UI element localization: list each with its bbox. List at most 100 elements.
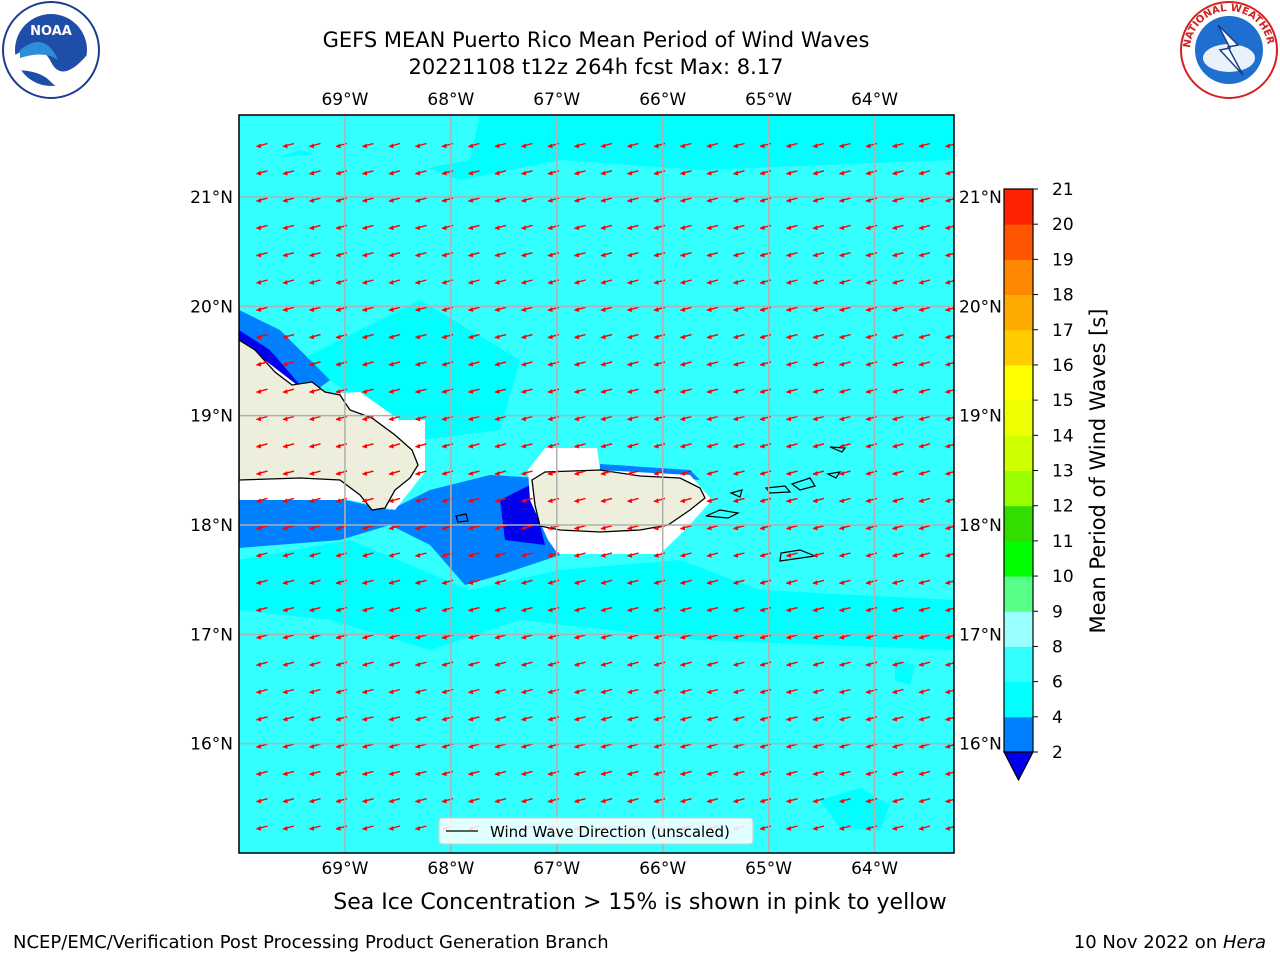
wind-arrow	[945, 361, 954, 367]
wind-arrow	[892, 170, 904, 176]
wind-arrow	[892, 279, 904, 285]
wind-arrow	[918, 252, 931, 258]
wind-arrow	[415, 306, 427, 312]
wind-arrow	[918, 388, 931, 394]
wind-arrow	[600, 716, 613, 722]
wind-arrow	[786, 252, 798, 258]
contour-band-4-6	[239, 540, 954, 650]
wind-arrow	[415, 170, 427, 176]
wind-arrow	[388, 798, 401, 804]
wind-arrow	[706, 388, 719, 394]
wind-arrow	[918, 688, 931, 695]
wind-arrow	[706, 333, 719, 340]
wind-arrow	[282, 197, 295, 203]
wind-arrow	[839, 743, 851, 749]
hispaniola-land	[239, 339, 419, 511]
wind-arrow	[786, 415, 798, 422]
wind-arrow	[282, 497, 295, 504]
wind-arrow	[494, 743, 507, 749]
wind-arrow	[309, 470, 321, 476]
colorbar-tick-label: 6	[1052, 673, 1063, 693]
lat-tick-label: 17°N	[959, 625, 1002, 645]
contour-band-4-6	[895, 660, 915, 685]
wind-arrow	[256, 525, 268, 531]
wind-arrow	[918, 170, 931, 176]
wind-arrow	[918, 634, 931, 640]
colorbar-tick-label: 15	[1052, 391, 1074, 411]
wind-arrow	[839, 688, 851, 695]
wind-arrow	[282, 142, 295, 149]
wind-arrow	[362, 661, 374, 667]
wind-arrow	[839, 634, 851, 640]
wind-arrow	[892, 606, 904, 613]
wind-arrow	[839, 333, 851, 340]
wind-arrow	[786, 716, 798, 722]
wind-arrow	[388, 552, 401, 558]
wind-arrow	[627, 798, 639, 804]
lon-tick-label: 65°W	[745, 90, 792, 110]
wind-arrow	[574, 142, 586, 149]
wind-arrow	[521, 743, 533, 749]
wind-arrow	[468, 716, 480, 722]
colorbar-tick-label: 19	[1052, 250, 1074, 270]
wind-arrow	[256, 197, 268, 203]
colorbar-segment	[1004, 435, 1033, 471]
wind-arrow	[706, 716, 719, 722]
wind-arrow	[733, 252, 745, 258]
wind-arrow	[521, 606, 533, 613]
wind-arrow	[388, 142, 401, 149]
wind-arrow	[282, 470, 295, 476]
wind-arrow	[892, 798, 904, 804]
wind-arrow	[680, 333, 692, 340]
wind-arrow	[309, 252, 321, 258]
wind-arrow	[812, 798, 825, 804]
virgin-island	[826, 471, 842, 479]
wind-arrow	[680, 224, 692, 231]
wind-arrow	[282, 579, 295, 585]
wind-arrow	[600, 361, 613, 367]
wind-arrow	[256, 443, 268, 449]
wind-arrow	[839, 716, 851, 722]
wind-arrow	[468, 525, 480, 531]
wind-arrow	[627, 579, 639, 585]
lat-tick-label: 21°N	[190, 188, 233, 208]
wind-arrow	[918, 716, 931, 722]
wind-arrow	[494, 770, 507, 777]
wind-arrow	[600, 743, 613, 749]
wind-arrow	[282, 606, 295, 613]
wind-arrow	[521, 470, 533, 476]
wind-arrow	[574, 497, 586, 504]
wind-arrow	[680, 552, 692, 558]
colorbar: 2 4 6 8 9 10 11 12 13 14 15 16 17 18 19 20 21	[1003, 180, 1074, 782]
wind-arrow	[256, 798, 268, 804]
wind-arrow	[627, 606, 639, 613]
wind-arrow	[574, 470, 586, 476]
wind-arrow	[680, 688, 692, 695]
wind-arrow	[309, 661, 321, 667]
wind-arrow	[362, 252, 374, 258]
wind-arrow	[627, 443, 639, 449]
wind-arrow	[415, 661, 427, 667]
lat-tick-label: 20°N	[190, 297, 233, 317]
wind-arrow	[282, 825, 295, 831]
wind-arrow	[521, 634, 533, 640]
wind-arrow	[282, 415, 295, 422]
wind-arrow	[627, 170, 639, 176]
wind-arrow	[680, 661, 692, 667]
wind-arrow	[309, 197, 321, 203]
wind-arrow	[627, 634, 639, 640]
wind-arrow	[680, 770, 692, 777]
wind-arrow	[812, 333, 825, 340]
wind-arrow	[839, 443, 851, 449]
wind-arrow	[680, 306, 692, 312]
wind-arrow	[918, 470, 931, 476]
wind-arrow	[521, 443, 533, 449]
wind-arrow	[918, 525, 931, 531]
wind-arrow	[282, 333, 295, 340]
wind-arrow	[706, 688, 719, 695]
colorbar-segment	[1004, 470, 1033, 507]
colorbar-segment	[1004, 329, 1033, 366]
wind-arrow	[812, 579, 825, 585]
wind-arrow	[786, 388, 798, 394]
wind-arrow	[468, 606, 480, 613]
